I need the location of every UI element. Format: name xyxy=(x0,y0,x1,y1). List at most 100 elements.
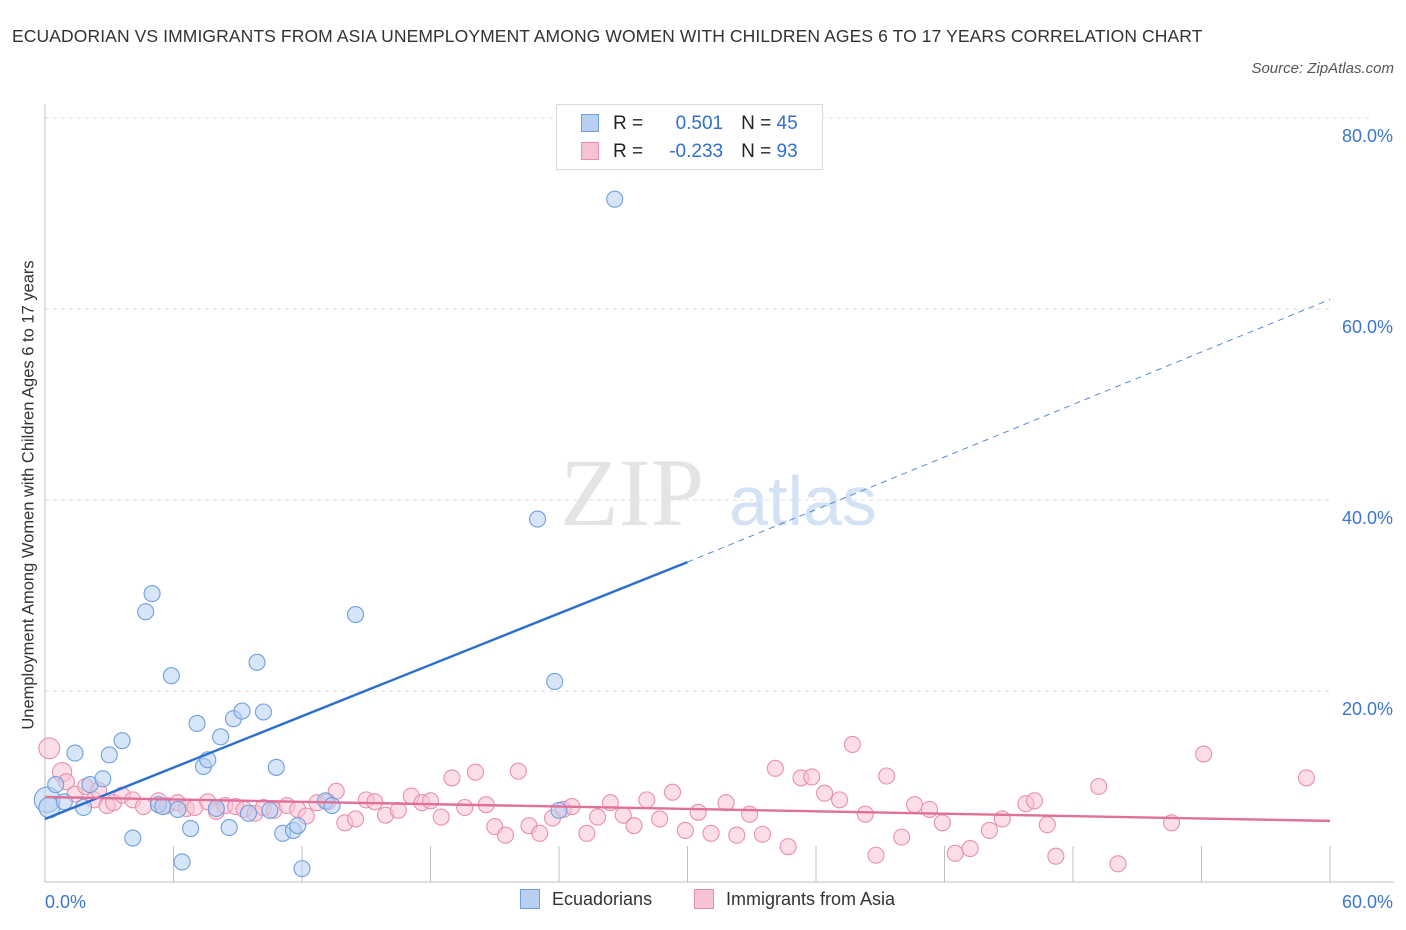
point-ecuadorian xyxy=(550,801,568,819)
point-immigrants-from-asia xyxy=(625,817,643,835)
point-immigrants-from-asia xyxy=(702,824,720,842)
r-value-ecuadorians: 0.501 xyxy=(675,113,724,134)
trend-line-immigrants-from-asia xyxy=(44,795,1331,823)
point-ecuadorian xyxy=(220,819,238,837)
point-immigrants-from-asia xyxy=(933,814,951,832)
point-immigrants-from-asia xyxy=(1297,769,1315,787)
point-immigrants-from-asia xyxy=(638,791,656,809)
point-immigrants-from-asia xyxy=(689,803,707,821)
pink-swatch xyxy=(694,889,714,909)
y-tick-label-60: 60.0% xyxy=(1342,317,1393,337)
point-immigrants-from-asia xyxy=(496,826,515,844)
point-immigrants-from-asia xyxy=(878,767,896,785)
point-immigrants-from-asia xyxy=(856,805,874,823)
point-ecuadorian xyxy=(113,732,131,750)
point-immigrants-from-asia xyxy=(831,791,849,809)
point-ecuadorian xyxy=(529,510,547,528)
point-ecuadorian xyxy=(66,744,84,762)
blue-swatch xyxy=(520,889,540,909)
watermark-zip: ZIP xyxy=(560,439,704,546)
axes xyxy=(44,104,1394,883)
point-immigrants-from-asia xyxy=(728,826,746,844)
point-ecuadorian xyxy=(182,819,200,838)
watermark: ZIP atlas xyxy=(560,439,877,546)
point-immigrants-from-asia xyxy=(766,759,784,777)
point-immigrants-from-asia xyxy=(443,769,461,787)
point-ecuadorian xyxy=(173,853,191,871)
correlation-legend: R = 0.501 N = 45 R = -0.233 N = 93 xyxy=(556,104,823,170)
point-immigrants-from-asia xyxy=(421,792,440,810)
x-tick-label-min: 0.0% xyxy=(45,892,86,912)
y-tick-label-80: 80.0% xyxy=(1342,126,1393,146)
point-immigrants-from-asia xyxy=(961,840,979,858)
grid-lines xyxy=(45,117,1370,692)
point-immigrants-from-asia xyxy=(803,768,821,786)
point-ecuadorian xyxy=(47,776,65,794)
legend-label-immigrants-from-asia: Immigrants from Asia xyxy=(726,889,896,909)
point-immigrants-from-asia xyxy=(578,824,596,842)
point-ecuadorian xyxy=(546,672,564,691)
point-immigrants-from-asia xyxy=(38,737,61,760)
point-immigrants-from-asia xyxy=(1038,816,1056,834)
point-ecuadorian xyxy=(137,603,155,621)
point-immigrants-from-asia xyxy=(741,805,759,823)
point-immigrants-from-asia xyxy=(843,735,861,754)
point-ecuadorian xyxy=(606,190,624,208)
point-immigrants-from-asia xyxy=(1090,777,1108,796)
legend-item-immigrants-from-asia: Immigrants from Asia xyxy=(694,889,895,910)
point-ecuadorian xyxy=(143,585,161,603)
pink-swatch xyxy=(581,142,599,160)
point-immigrants-from-asia xyxy=(1047,847,1065,865)
point-ecuadorian xyxy=(169,800,187,818)
point-ecuadorian xyxy=(233,702,251,720)
point-ecuadorian xyxy=(154,798,172,816)
legend-row-ecuadorians: R = 0.501 N = 45 xyxy=(581,111,798,137)
point-ecuadorian xyxy=(248,653,266,671)
y-tick-label-20: 20.0% xyxy=(1342,699,1393,719)
point-immigrants-from-asia xyxy=(816,784,834,802)
n-value-immigrants-from-asia: 93 xyxy=(776,141,798,162)
watermark-atlas: atlas xyxy=(729,462,877,540)
point-ecuadorian xyxy=(346,606,365,624)
point-immigrants-from-asia xyxy=(663,783,682,801)
tick-labels: 20.0% 40.0% 60.0% 80.0% 0.0% 60.0% xyxy=(45,126,1393,912)
point-immigrants-from-asia xyxy=(946,844,964,862)
point-ecuadorian xyxy=(289,817,307,835)
point-ecuadorian xyxy=(94,770,112,788)
point-immigrants-from-asia xyxy=(588,808,607,826)
legend-label-ecuadorians: Ecuadorians xyxy=(552,889,653,909)
point-immigrants-from-asia xyxy=(531,824,549,842)
y-tick-label-40: 40.0% xyxy=(1342,508,1393,528)
point-immigrants-from-asia xyxy=(466,763,485,781)
point-ecuadorian xyxy=(239,804,258,822)
point-ecuadorian xyxy=(323,797,341,815)
point-immigrants-from-asia xyxy=(456,798,474,817)
x-tick-label-max: 60.0% xyxy=(1342,892,1393,912)
point-immigrants-from-asia xyxy=(1195,745,1213,763)
point-immigrants-from-asia xyxy=(867,846,885,864)
point-immigrants-from-asia xyxy=(676,821,694,839)
point-immigrants-from-asia xyxy=(1109,855,1127,873)
trend-line-ecuadorians-projection xyxy=(687,298,1331,563)
point-immigrants-from-asia xyxy=(920,800,939,818)
blue-swatch xyxy=(581,114,599,132)
series-ecuadorians xyxy=(33,190,624,878)
trend-line-ecuadorians xyxy=(44,560,688,821)
point-immigrants-from-asia xyxy=(905,796,924,814)
point-ecuadorian xyxy=(267,758,285,776)
r-value-immigrants-from-asia: -0.233 xyxy=(669,141,724,162)
legend-row-immigrants-from-asia: R = -0.233 N = 93 xyxy=(581,139,798,165)
n-label: N = xyxy=(741,113,772,134)
point-immigrants-from-asia xyxy=(717,794,735,812)
point-immigrants-from-asia xyxy=(651,810,669,828)
point-ecuadorian xyxy=(261,801,279,819)
n-value-ecuadorians: 45 xyxy=(776,113,798,134)
source-label: Source: ZipAtlas.com xyxy=(1251,60,1394,77)
point-immigrants-from-asia xyxy=(509,762,527,780)
point-immigrants-from-asia xyxy=(993,810,1011,828)
point-immigrants-from-asia xyxy=(1025,792,1043,810)
point-ecuadorian xyxy=(124,829,142,847)
point-ecuadorian xyxy=(100,746,118,764)
n-label: N = xyxy=(741,141,772,162)
